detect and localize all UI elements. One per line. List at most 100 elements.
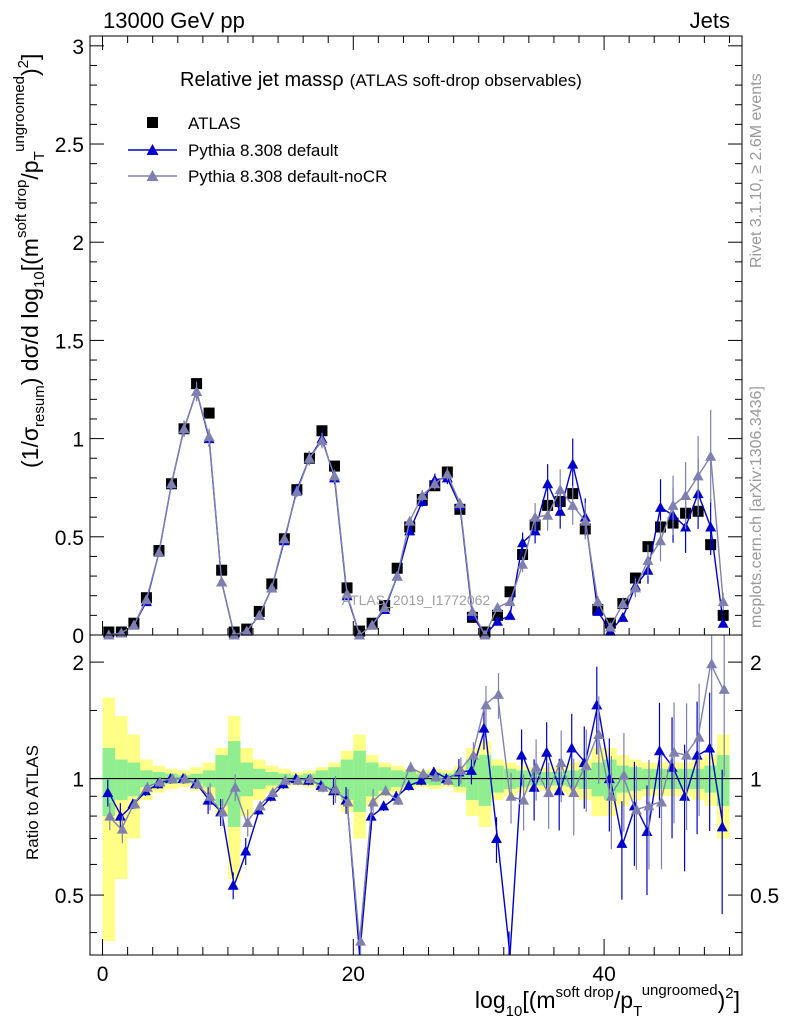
- series-point-2: [404, 515, 416, 526]
- ratio-point-1: [493, 688, 504, 699]
- mcplots-label: mcplots.cern.ch [arXiv:1306.3436]: [748, 386, 765, 628]
- series-point-2: [166, 478, 177, 489]
- series-point-2: [617, 598, 629, 609]
- ratio-frame: [89, 634, 743, 956]
- ratio-panel-marks: [90, 635, 742, 956]
- series-point-2: [128, 619, 140, 630]
- ratio-point-0: [378, 800, 390, 811]
- series-point-2: [717, 596, 729, 607]
- ratio-point-1: [718, 683, 730, 694]
- series-point-2: [316, 435, 328, 446]
- series-point-2: [705, 450, 717, 461]
- series-point-2: [629, 582, 641, 593]
- series-point-2: [680, 490, 692, 501]
- ratio-point-0: [465, 764, 477, 775]
- ratio-point-1: [279, 774, 291, 785]
- series-point-2: [667, 499, 679, 510]
- y-tick-label: 0.5: [55, 527, 84, 550]
- legend: ATLAS Pythia 8.308 default Pythia 8.308 …: [128, 114, 387, 186]
- legend-label-default: Pythia 8.308 default: [188, 141, 339, 160]
- ratio-point-1: [480, 699, 492, 710]
- header-right: Jets: [690, 8, 730, 33]
- ratio-point-1: [242, 817, 254, 828]
- ratio-point-0: [240, 845, 252, 856]
- series-point-1: [554, 505, 566, 516]
- ratio-point-1: [706, 658, 718, 669]
- ratio-point-1: [317, 781, 329, 792]
- series-point-2: [655, 535, 666, 546]
- series-point-1: [492, 615, 503, 626]
- series-point-2: [466, 605, 478, 616]
- legend-marker-atlas: [147, 117, 158, 128]
- series-point-2: [517, 558, 529, 569]
- atlas-point: [517, 548, 529, 560]
- x-tick-label: 40: [592, 963, 615, 986]
- ratio-point-0: [616, 837, 628, 848]
- rivet-label: Rivet 3.1.10, ≥ 2.6M events: [748, 73, 765, 268]
- uncertainty-band-inner: [102, 747, 116, 817]
- series-point-2: [529, 511, 541, 522]
- analysis-label: ATLAS_2019_I1772062: [342, 592, 491, 608]
- ratio-point-0: [491, 833, 502, 844]
- atlas-point: [216, 564, 228, 576]
- ratio-point-1: [543, 787, 555, 798]
- ratio-point-0: [478, 722, 490, 733]
- ratio-point-1: [467, 749, 479, 760]
- ratio-line-0: [108, 704, 724, 956]
- series-point-2: [140, 594, 152, 605]
- ratio-point-1: [530, 761, 542, 772]
- ratio-y-tick-label-right: 2: [750, 652, 762, 675]
- series-point-2: [429, 478, 441, 489]
- plot-title: Relative jet massρ (ATLAS soft-drop obser…: [180, 69, 582, 91]
- header-left: 13000 GeV pp: [103, 8, 245, 33]
- ratio-point-0: [114, 810, 126, 821]
- ratio-point-0: [403, 779, 415, 790]
- legend-label-atlas: ATLAS: [188, 114, 241, 133]
- uncertainty-band-inner: [215, 755, 228, 806]
- ratio-point-1: [643, 800, 655, 811]
- uncertainty-band-inner: [240, 762, 253, 797]
- ratio-point-1: [656, 796, 667, 807]
- series-point-2: [203, 431, 215, 442]
- y-tick-label: 3: [72, 36, 84, 59]
- ratio-point-1: [430, 771, 442, 782]
- ratio-y-tick-label: 1: [72, 769, 84, 792]
- atlas-point: [504, 586, 516, 598]
- series-point-2: [329, 470, 340, 481]
- ratio-point-0: [566, 742, 578, 753]
- uncertainty-band-inner: [340, 759, 354, 801]
- series-point-2: [604, 621, 616, 632]
- series-point-2: [542, 509, 554, 520]
- series-point-2: [692, 470, 704, 481]
- ratio-point-1: [254, 800, 266, 811]
- ratio-point-0: [679, 790, 691, 801]
- ratio-point-1: [330, 783, 341, 794]
- ratio-point-0: [704, 742, 716, 753]
- series-point-2: [642, 554, 654, 565]
- series-point-2: [416, 490, 428, 501]
- ratio-point-1: [304, 773, 316, 784]
- ratio-point-0: [528, 781, 540, 792]
- ratio-point-0: [641, 825, 653, 836]
- ratio-point-0: [415, 774, 427, 785]
- atlas-point: [492, 609, 503, 621]
- y-tick-label: 1: [72, 429, 84, 452]
- series-point-2: [492, 602, 503, 613]
- series-point-2: [554, 484, 566, 495]
- series-point-2: [191, 385, 203, 396]
- ratio-point-0: [553, 785, 565, 796]
- ratio-point-1: [217, 806, 229, 817]
- legend-marker-default: [146, 144, 159, 155]
- x-axis-title: log10[(msoft drop/pTungroomed)2]: [475, 982, 740, 1020]
- ratio-y-axis-title: Ratio to ATLAS: [23, 745, 42, 860]
- main-panel-marks: [103, 378, 729, 640]
- ratio-point-1: [355, 935, 367, 946]
- ratio-point-0: [227, 879, 239, 890]
- ratio-point-1: [693, 731, 705, 742]
- series-point-2: [341, 588, 353, 599]
- ratio-point-0: [716, 821, 728, 832]
- ratio-point-1: [455, 764, 467, 775]
- uncertainty-band-inner: [591, 762, 605, 797]
- ratio-point-1: [380, 785, 392, 796]
- ratio-point-1: [681, 749, 693, 760]
